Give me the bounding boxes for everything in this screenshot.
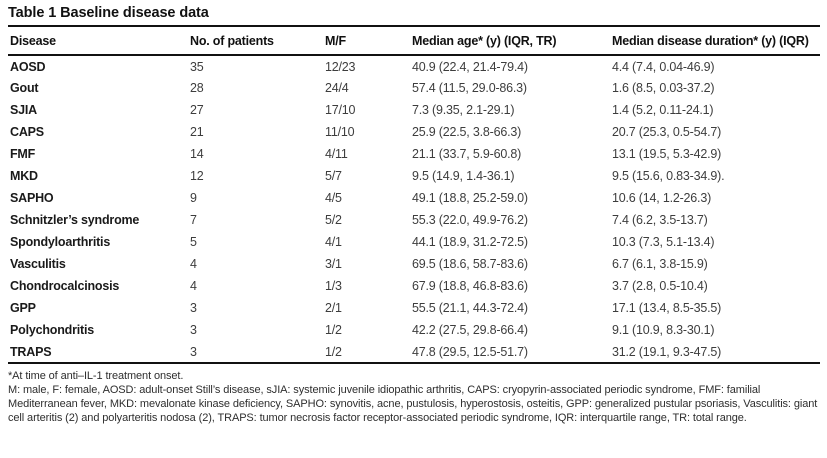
disease-duration-cell: 31.2 (19.1, 9.3-47.5)	[612, 344, 722, 359]
col-header-disease: Disease	[8, 26, 188, 56]
table-row: Schnitzler’s syndrome 7 5/2 55.3 (22.0, …	[8, 209, 820, 231]
table-title: Table 1 Baseline disease data	[8, 5, 209, 21]
table-footnotes: *At time of anti–IL-1 treatment onset. M…	[8, 364, 820, 425]
footnote-asterisk: *At time of anti–IL-1 treatment onset.	[8, 370, 184, 382]
patients-cell: 4	[190, 279, 197, 293]
patients-cell: 28	[190, 81, 204, 95]
median-age-cell: 40.9 (22.4, 21.4-79.4)	[412, 59, 528, 74]
mf-ratio-cell: 1/2	[325, 323, 342, 337]
table-row: TRAPS 3 1/2 47.8 (29.5, 12.5-51.7) 31.2 …	[8, 341, 820, 363]
patients-cell: 7	[190, 213, 197, 227]
median-age-cell: 9.5 (14.9, 1.4-36.1)	[412, 169, 515, 183]
median-age-cell: 67.9 (18.8, 46.8-83.6)	[412, 279, 528, 293]
patients-cell: 21	[190, 125, 204, 139]
patients-cell: 3	[190, 344, 197, 359]
footnote-abbreviations: M: male, F: female, AOSD: adult-onset St…	[8, 384, 818, 424]
disease-duration-cell: 10.3 (7.3, 5.1-13.4)	[612, 235, 715, 249]
mf-ratio-cell: 1/3	[325, 279, 342, 293]
disease-duration-cell: 1.4 (5.2, 0.11-24.1)	[612, 103, 714, 117]
mf-ratio-cell: 12/23	[325, 59, 356, 74]
mf-ratio-cell: 5/7	[325, 169, 342, 183]
table-row: FMF 14 4/11 21.1 (33.7, 5.9-60.8) 13.1 (…	[8, 143, 820, 165]
disease-duration-cell: 20.7 (25.3, 0.5-54.7)	[612, 125, 722, 139]
baseline-disease-table: Disease No. of patients M/F Median age* …	[8, 25, 820, 364]
patients-cell: 5	[190, 235, 197, 249]
disease-name-cell: CAPS	[10, 125, 44, 139]
table-body: AOSD 35 12/23 40.9 (22.4, 21.4-79.4) 4.4…	[8, 55, 820, 363]
table-row: Spondyloarthritis 5 4/1 44.1 (18.9, 31.2…	[8, 231, 820, 253]
median-age-cell: 55.3 (22.0, 49.9-76.2)	[412, 213, 528, 227]
median-age-cell: 42.2 (27.5, 29.8-66.4)	[412, 323, 528, 337]
disease-name-cell: GPP	[10, 301, 36, 315]
median-age-cell: 55.5 (21.1, 44.3-72.4)	[412, 301, 528, 315]
table-row: SAPHO 9 4/5 49.1 (18.8, 25.2-59.0) 10.6 …	[8, 187, 820, 209]
disease-name-cell: AOSD	[10, 59, 46, 74]
col-header-mf: M/F	[323, 26, 410, 56]
disease-name-cell: SJIA	[10, 103, 37, 117]
mf-ratio-cell: 4/1	[325, 235, 342, 249]
mf-ratio-cell: 4/5	[325, 191, 342, 205]
disease-duration-cell: 10.6 (14, 1.2-26.3)	[612, 191, 712, 205]
median-age-cell: 49.1 (18.8, 25.2-59.0)	[412, 191, 528, 205]
patients-cell: 3	[190, 301, 197, 315]
disease-duration-cell: 4.4 (7.4, 0.04-46.9)	[612, 59, 715, 74]
disease-duration-cell: 3.7 (2.8, 0.5-10.4)	[612, 279, 708, 293]
mf-ratio-cell: 3/1	[325, 257, 342, 271]
patients-cell: 35	[190, 59, 204, 74]
median-age-cell: 69.5 (18.6, 58.7-83.6)	[412, 257, 528, 271]
disease-duration-cell: 9.5 (15.6, 0.83-34.9).	[612, 169, 725, 183]
disease-duration-cell: 7.4 (6.2, 3.5-13.7)	[612, 213, 708, 227]
disease-name-cell: SAPHO	[10, 191, 54, 205]
table-row: Gout 28 24/4 57.4 (11.5, 29.0-86.3) 1.6 …	[8, 77, 820, 99]
table-row: GPP 3 2/1 55.5 (21.1, 44.3-72.4) 17.1 (1…	[8, 297, 820, 319]
median-age-cell: 47.8 (29.5, 12.5-51.7)	[412, 344, 528, 359]
median-age-cell: 57.4 (11.5, 29.0-86.3)	[412, 81, 527, 95]
patients-cell: 3	[190, 323, 197, 337]
disease-duration-cell: 13.1 (19.5, 5.3-42.9)	[612, 147, 722, 161]
mf-ratio-cell: 2/1	[325, 301, 342, 315]
header-row: Disease No. of patients M/F Median age* …	[8, 26, 820, 56]
disease-duration-cell: 6.7 (6.1, 3.8-15.9)	[612, 257, 708, 271]
disease-name-cell: Schnitzler’s syndrome	[10, 213, 140, 227]
mf-ratio-cell: 4/11	[325, 147, 348, 161]
table-row: SJIA 27 17/10 7.3 (9.35, 2.1-29.1) 1.4 (…	[8, 99, 820, 121]
mf-ratio-cell: 17/10	[325, 103, 356, 117]
table-row: Vasculitis 4 3/1 69.5 (18.6, 58.7-83.6) …	[8, 253, 820, 275]
patients-cell: 27	[190, 103, 204, 117]
patients-cell: 4	[190, 257, 197, 271]
mf-ratio-cell: 24/4	[325, 81, 349, 95]
disease-name-cell: Spondyloarthritis	[10, 235, 111, 249]
disease-name-cell: Gout	[10, 81, 39, 95]
patients-cell: 12	[190, 169, 204, 183]
disease-name-cell: Chondrocalcinosis	[10, 279, 120, 293]
disease-name-cell: Vasculitis	[10, 257, 66, 271]
table-row: AOSD 35 12/23 40.9 (22.4, 21.4-79.4) 4.4…	[8, 55, 820, 77]
patients-cell: 14	[190, 147, 204, 161]
mf-ratio-cell: 11/10	[325, 125, 355, 139]
table-row: Chondrocalcinosis 4 1/3 67.9 (18.8, 46.8…	[8, 275, 820, 297]
mf-ratio-cell: 5/2	[325, 213, 342, 227]
disease-name-cell: MKD	[10, 169, 38, 183]
disease-duration-cell: 1.6 (8.5, 0.03-37.2)	[612, 81, 715, 95]
table-row: MKD 12 5/7 9.5 (14.9, 1.4-36.1) 9.5 (15.…	[8, 165, 820, 187]
patients-cell: 9	[190, 191, 197, 205]
disease-duration-cell: 9.1 (10.9, 8.3-30.1)	[612, 323, 715, 337]
mf-ratio-cell: 1/2	[325, 344, 342, 359]
median-age-cell: 21.1 (33.7, 5.9-60.8)	[412, 147, 522, 161]
median-age-cell: 25.9 (22.5, 3.8-66.3)	[412, 125, 522, 139]
table-row: Polychondritis 3 1/2 42.2 (27.5, 29.8-66…	[8, 319, 820, 341]
disease-name-cell: TRAPS	[10, 344, 52, 359]
disease-name-cell: Polychondritis	[10, 323, 95, 337]
disease-duration-cell: 17.1 (13.4, 8.5-35.5)	[612, 301, 722, 315]
col-header-patients: No. of patients	[188, 26, 323, 56]
col-header-age: Median age* (y) (IQR, TR)	[410, 26, 610, 56]
median-age-cell: 7.3 (9.35, 2.1-29.1)	[412, 103, 515, 117]
median-age-cell: 44.1 (18.9, 31.2-72.5)	[412, 235, 528, 249]
disease-name-cell: FMF	[10, 147, 36, 161]
col-header-duration: Median disease duration* (y) (IQR)	[610, 26, 820, 56]
table-header: Disease No. of patients M/F Median age* …	[8, 26, 820, 56]
table-row: CAPS 21 11/10 25.9 (22.5, 3.8-66.3) 20.7…	[8, 121, 820, 143]
